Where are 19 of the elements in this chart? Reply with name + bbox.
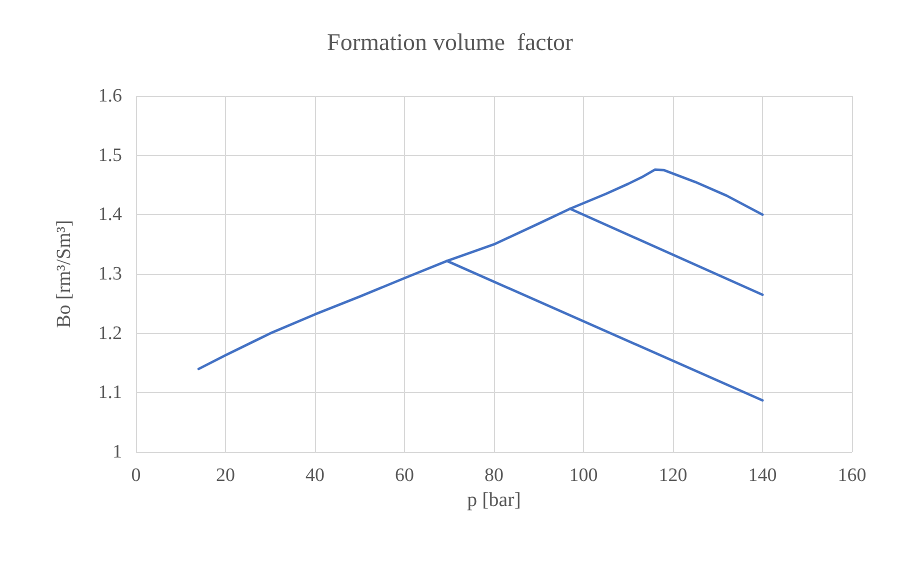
- x-tick-label: 40: [306, 465, 324, 486]
- x-tick-label: 100: [569, 465, 598, 486]
- x-tick-label: 160: [838, 465, 866, 486]
- y-tick-label: 1.2: [98, 322, 122, 344]
- x-tick-label: 60: [395, 465, 414, 486]
- y-tick-label: 1.6: [98, 86, 122, 106]
- y-tick-label: 1: [112, 442, 122, 462]
- y-axis-title: Bo [rm³/Sm³]: [53, 220, 75, 328]
- x-tick-label: 140: [748, 465, 777, 486]
- chart-title: Formation volume factor: [327, 30, 573, 56]
- x-tick-label: 80: [484, 465, 504, 486]
- y-tick-label: 1.1: [98, 382, 122, 404]
- y-tick-label: 1.4: [98, 204, 122, 226]
- x-tick-label: 120: [658, 465, 688, 486]
- y-tick-label: 1.3: [98, 264, 122, 284]
- x-tick-label: 0: [131, 465, 141, 486]
- x-tick-label: 20: [216, 465, 235, 486]
- y-tick-label: 1.5: [98, 144, 122, 166]
- x-axis-title: p [bar]: [467, 488, 521, 511]
